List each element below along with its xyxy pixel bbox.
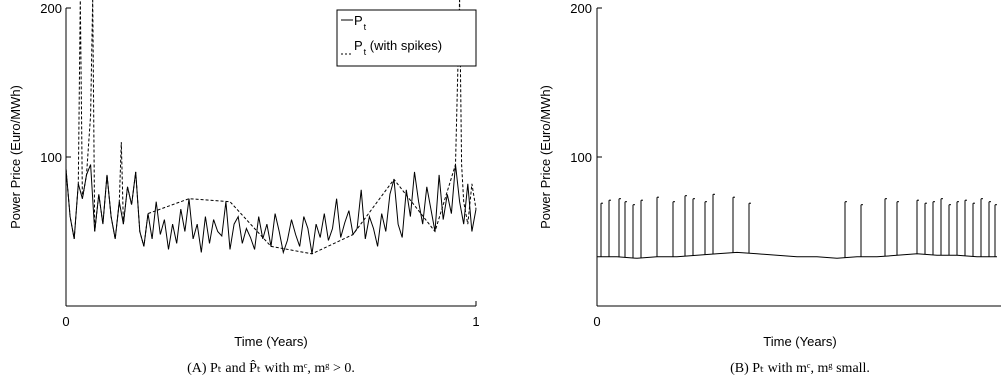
panel-a-x-axis-label: Time (Years) [234, 334, 307, 349]
panel-b-baseline-line [597, 251, 997, 259]
panel-a-caption: (A) Pₜ and P̂ₜ with mᶜ, mᵍ > 0. [187, 359, 355, 376]
panel-b-x-axis-label: Time (Years) [763, 334, 836, 349]
panel-a-y-tick-label-100: 100 [40, 150, 62, 165]
panel-a-x-tick-label-0: 0 [62, 314, 69, 329]
panel-a-y-tick-label-200: 200 [40, 1, 62, 16]
panel-a-series [65, 0, 477, 255]
panel-b: 100 200 0 Time (Years) Power Price (Euro… [538, 1, 1001, 376]
panel-b-caption: (B) Pₜ with mᶜ, mᵍ small. [730, 361, 870, 376]
panel-b-series [597, 193, 997, 259]
panel-a-y-axis-label: Power Price (Euro/MWh) [8, 85, 23, 229]
panel-b-y-axis-label: Power Price (Euro/MWh) [538, 85, 553, 229]
panel-b-y-tick-label-200: 200 [570, 1, 592, 16]
panel-a-legend-box [336, 9, 477, 67]
panel-a-series-pt-line [65, 164, 477, 255]
panel-a-x-tick-label-1: 1 [472, 314, 479, 329]
panel-b-y-tick-label-100: 100 [570, 150, 592, 165]
panel-a-series-spikes-line [65, 0, 477, 255]
panel-a-legend-entry-1: Pt [354, 13, 367, 32]
panel-a: Pt Pt (with spikes) 100 200 0 1 Time (Ye… [8, 0, 480, 376]
panel-a-legend-entry-2: Pt (with spikes) [354, 38, 442, 57]
panel-b-x-tick-label-0: 0 [593, 314, 600, 329]
